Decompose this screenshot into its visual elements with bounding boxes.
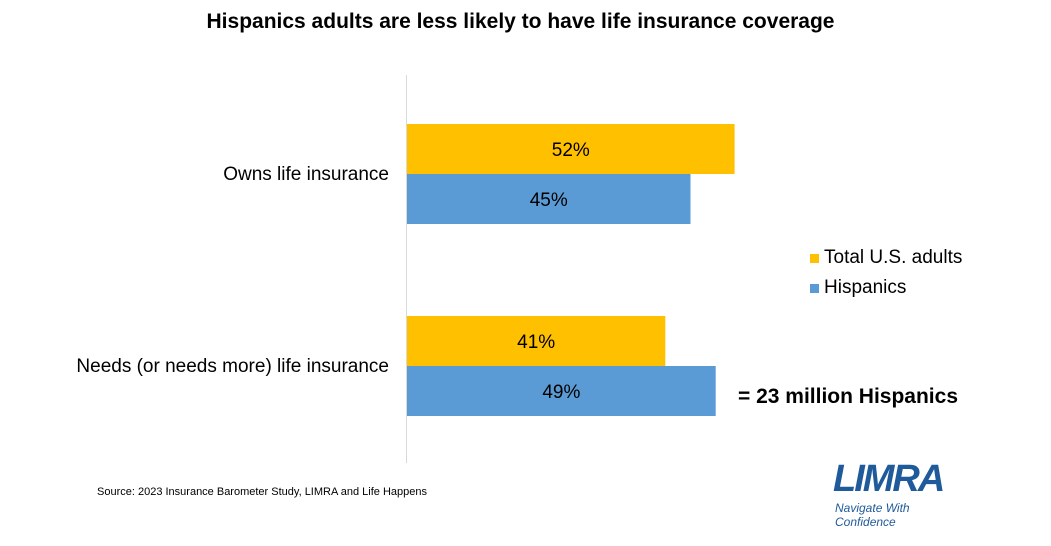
bar <box>407 366 716 416</box>
limra-logo: LIMRA Navigate With Confidence <box>833 458 973 529</box>
data-label: 41% <box>517 332 555 353</box>
logo-tagline: Navigate With Confidence <box>835 501 910 529</box>
bars-layer: Owns life insurance 52% 45% Needs (or needs… <box>76 124 735 416</box>
bar <box>407 124 735 174</box>
data-label: 45% <box>530 190 568 211</box>
legend: Total U.S. adults Hispanics <box>810 243 962 303</box>
legend-swatch-hispanics <box>810 283 819 293</box>
source-note: Source: 2023 Insurance Barometer Study, … <box>97 486 427 498</box>
data-label: 52% <box>552 140 590 161</box>
category-label: Needs (or needs more) life insurance <box>76 356 389 377</box>
legend-label-total: Total U.S. adults <box>824 247 963 268</box>
legend-swatch-total <box>810 253 819 263</box>
bar <box>407 316 666 366</box>
data-label: 49% <box>542 382 580 403</box>
bar <box>407 174 691 224</box>
annotation: = 23 million Hispanics <box>738 385 958 408</box>
legend-label-hispanics: Hispanics <box>824 277 907 298</box>
legend-item-hispanics: Hispanics <box>810 273 962 303</box>
logo-wordmark: LIMRA <box>833 458 945 500</box>
category-label: Owns life insurance <box>223 164 389 185</box>
chart-title: Hispanics adults are less likely to have… <box>206 10 835 33</box>
legend-item-total: Total U.S. adults <box>810 243 962 273</box>
